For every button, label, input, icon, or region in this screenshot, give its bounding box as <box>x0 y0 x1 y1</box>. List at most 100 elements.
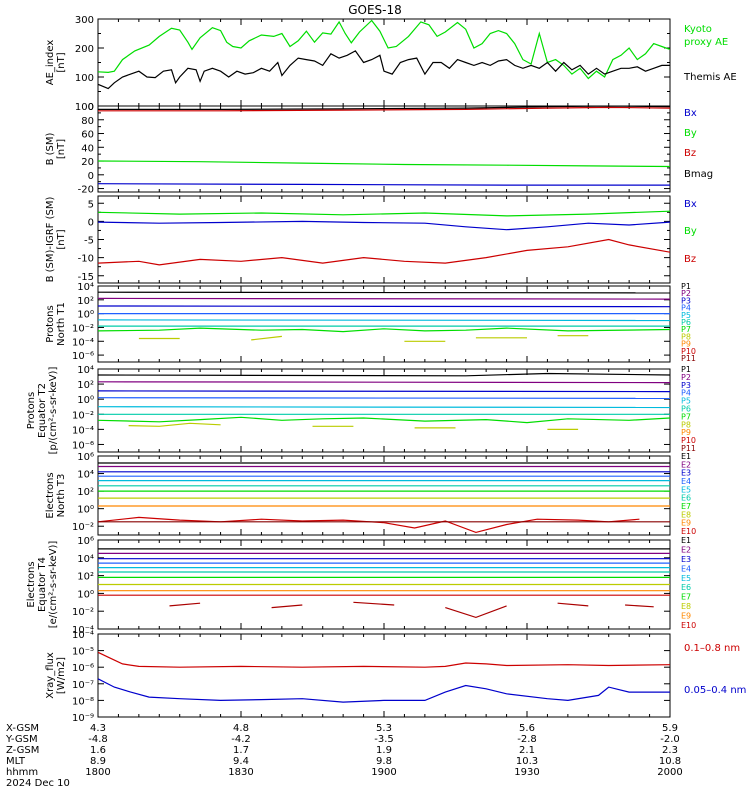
y-axis-label: [e/(cm²-s-sr-keV)] <box>48 541 59 629</box>
axis-row-value: 2000 <box>657 767 682 778</box>
legend-p1: P1 <box>681 365 691 374</box>
series-line-p5 <box>98 319 670 322</box>
axis-row-value: 5.9 <box>662 723 678 734</box>
y-tick-label: 10⁶ <box>77 536 94 547</box>
axis-row-value: 1830 <box>228 767 253 778</box>
series-line-p1 <box>98 372 670 377</box>
y-axis-label: [p/(cm²-s-sr-keV)] <box>48 367 59 455</box>
legend-bx: Bx <box>684 108 697 119</box>
y-axis-label: Protons <box>45 305 56 342</box>
axis-row-value: -3.5 <box>374 734 394 745</box>
y-tick-label: 20 <box>81 157 94 168</box>
axis-row-value: 1930 <box>514 767 539 778</box>
series-group <box>98 106 670 186</box>
y-tick-label: 200 <box>75 44 94 55</box>
y-axis-label: B (SM) <box>45 132 56 165</box>
series-line-by <box>98 160 670 168</box>
legend-p1: P1 <box>681 282 691 291</box>
y-tick-label: 10⁻² <box>72 410 94 421</box>
y-tick-label: 10⁻² <box>72 323 94 334</box>
legend-kyoto-proxy-ae: Kyoto <box>684 24 712 35</box>
legend-e1: E1 <box>681 536 691 545</box>
y-axis-label: Xray_flux <box>45 652 56 699</box>
panel-pn: 10⁻⁶ 10⁻⁴ 10⁻² 10⁰ 10² 10⁴ Protons North T1 P1P2… <box>45 282 696 363</box>
y-tick-label: 10⁴ <box>77 282 94 293</box>
series-line-themis-ae <box>98 50 670 90</box>
legend-0-05-0-4-nm: 0.05–0.4 nm <box>684 685 746 696</box>
axis-row-value: 2.1 <box>519 745 535 756</box>
y-axis-label: Electrons <box>26 561 37 607</box>
y-tick-label: -20 <box>78 185 94 196</box>
panel-ee: 10⁻⁴ 10⁻² 10⁰ 10² 10⁴ 10⁶ Electrons Equator T4[… <box>26 536 696 636</box>
y-tick-label: 300 <box>75 15 94 26</box>
y-tick-label: 10⁻⁴ <box>72 625 94 636</box>
series-line-bx <box>98 220 670 231</box>
axis-row-value: 2.3 <box>662 745 678 756</box>
y-tick-label: 10⁰ <box>77 505 94 516</box>
y-axis-label: North T3 <box>56 474 67 518</box>
axis-row-label: MLT <box>6 756 26 767</box>
series-line-p4 <box>98 397 670 399</box>
axis-row-value: 1.9 <box>376 745 392 756</box>
legend-bz: Bz <box>684 148 696 159</box>
axis-row-value: 1.6 <box>90 745 106 756</box>
legend-p10: P10 <box>681 436 696 445</box>
legend-e5: E5 <box>681 574 691 583</box>
y-tick-label: 100 <box>75 73 94 84</box>
legend-by: By <box>684 226 697 237</box>
y-tick-label: 10² <box>77 487 94 498</box>
y-tick-label: 0 <box>88 217 94 228</box>
axis-row-label: Z-GSM <box>6 745 39 756</box>
y-tick-label: -15 <box>78 272 94 283</box>
series-line-p1 <box>98 291 670 294</box>
y-axis-label: Equator T4 <box>37 557 48 612</box>
legend-p4: P4 <box>681 304 691 313</box>
y-tick-label: -10 <box>78 254 94 265</box>
y-tick-label: 10⁰ <box>77 310 94 321</box>
panel-frame <box>97 18 671 107</box>
legend-by: By <box>684 128 697 139</box>
axis-row-value: 9.4 <box>233 756 249 767</box>
series-group <box>98 372 670 430</box>
y-tick-label: 10⁻⁹ <box>72 713 94 724</box>
panel-bsm: -20 0 20 40 60 80 100 B (SM) [nT] Bx By Bz Bmag <box>45 102 713 196</box>
legend-e6: E6 <box>681 583 691 592</box>
y-axis-label: [nT] <box>56 139 67 159</box>
y-tick-label: -5 <box>84 236 94 247</box>
series-line-bz <box>98 106 670 112</box>
chart-title: GOES-18 <box>348 3 402 17</box>
legend-e9: E9 <box>681 519 691 528</box>
legend-p9: P9 <box>681 340 691 349</box>
series-line-0-1-0-8-nm <box>98 651 670 668</box>
series-line-bx <box>98 183 670 186</box>
y-tick-label: 5 <box>88 199 94 210</box>
y-axis-label: Protons <box>26 392 37 429</box>
legend-p8: P8 <box>681 332 691 341</box>
y-tick-label: 10⁻⁴ <box>72 630 94 641</box>
y-tick-label: 60 <box>81 130 94 141</box>
legend-p10: P10 <box>681 347 696 356</box>
series-line-e10 <box>98 516 640 534</box>
legend-e4: E4 <box>681 564 691 573</box>
legend-p2: P2 <box>681 373 691 382</box>
panels: 0 100 200 300 AE_index [nT] Kyoto proxy AE Themi… <box>26 15 746 724</box>
axis-row-value: -4.2 <box>231 734 251 745</box>
legend-themis-ae: Themis AE <box>683 72 737 83</box>
series-line-p3 <box>98 305 670 308</box>
y-axis-label: AE_index <box>45 40 56 86</box>
y-tick-label: 10⁻⁶ <box>72 663 94 674</box>
axis-row-value: 10.3 <box>516 756 538 767</box>
axis-row-value: 5.3 <box>376 723 392 734</box>
legend-e2: E2 <box>681 545 691 554</box>
y-tick-label: 10⁴ <box>77 470 94 481</box>
axis-row-value: 10.8 <box>659 756 681 767</box>
axis-row-value: -2.8 <box>517 734 537 745</box>
legend-p11: P11 <box>681 354 696 363</box>
legend-p5: P5 <box>681 397 691 406</box>
series-group <box>98 462 670 534</box>
legend-e10: E10 <box>681 527 696 536</box>
legend-kyoto-proxy-ae: proxy AE <box>684 37 728 48</box>
